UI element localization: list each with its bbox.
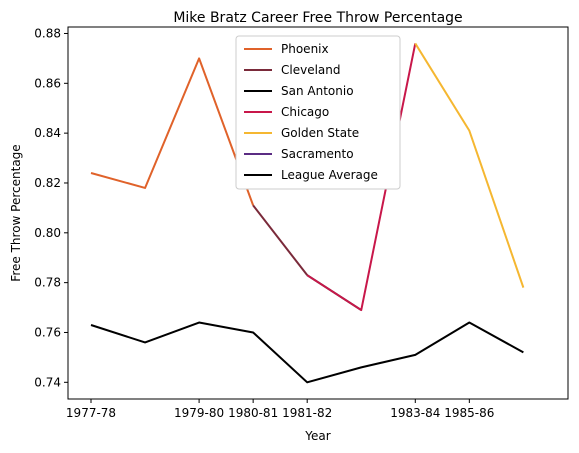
legend-label: San Antonio xyxy=(281,84,354,98)
legend-label: Phoenix xyxy=(281,42,329,56)
x-tick-label: 1979-80 xyxy=(174,406,224,420)
chart-title: Mike Bratz Career Free Throw Percentage xyxy=(173,10,462,26)
y-tick-label: 0.78 xyxy=(34,276,61,290)
series-line-league-average xyxy=(90,321,524,384)
y-tick-label: 0.74 xyxy=(34,375,61,389)
y-axis: 0.74 0.76 0.78 0.80 0.82 0.84 0.86 0.88 xyxy=(34,26,68,389)
series-line-phoenix xyxy=(90,57,255,206)
y-tick-label: 0.88 xyxy=(34,26,61,40)
y-tick-label: 0.86 xyxy=(34,76,61,90)
legend-label: Sacramento xyxy=(281,147,354,161)
y-tick-label: 0.84 xyxy=(34,126,61,140)
x-tick-label: 1983-84 xyxy=(390,406,440,420)
x-tick-label: 1985-86 xyxy=(444,406,494,420)
legend-label: Cleveland xyxy=(281,63,341,77)
series-line-cleveland xyxy=(252,204,308,276)
legend: Phoenix Cleveland San Antonio Chicago Golden… xyxy=(235,35,401,190)
legend-label: League Average xyxy=(281,168,378,182)
plot-frame xyxy=(67,26,569,400)
x-tick-label: 1980-81 xyxy=(228,406,278,420)
legend-label: Golden State xyxy=(281,126,359,140)
legend-label: Chicago xyxy=(281,105,329,119)
y-tick-label: 0.76 xyxy=(34,325,61,339)
y-tick-label: 0.82 xyxy=(34,176,61,190)
x-axis-label: Year xyxy=(304,429,330,443)
x-tick-label: 1977-78 xyxy=(66,406,116,420)
y-axis-label: Free Throw Percentage xyxy=(9,144,23,281)
x-axis: 1977-78 1979-80 1980-81 1981-82 1983-84 1985-… xyxy=(66,399,494,420)
series-line-golden-state xyxy=(414,42,525,288)
x-tick-label: 1981-82 xyxy=(282,406,332,420)
legend-box xyxy=(235,35,401,190)
y-tick-label: 0.80 xyxy=(34,226,61,240)
